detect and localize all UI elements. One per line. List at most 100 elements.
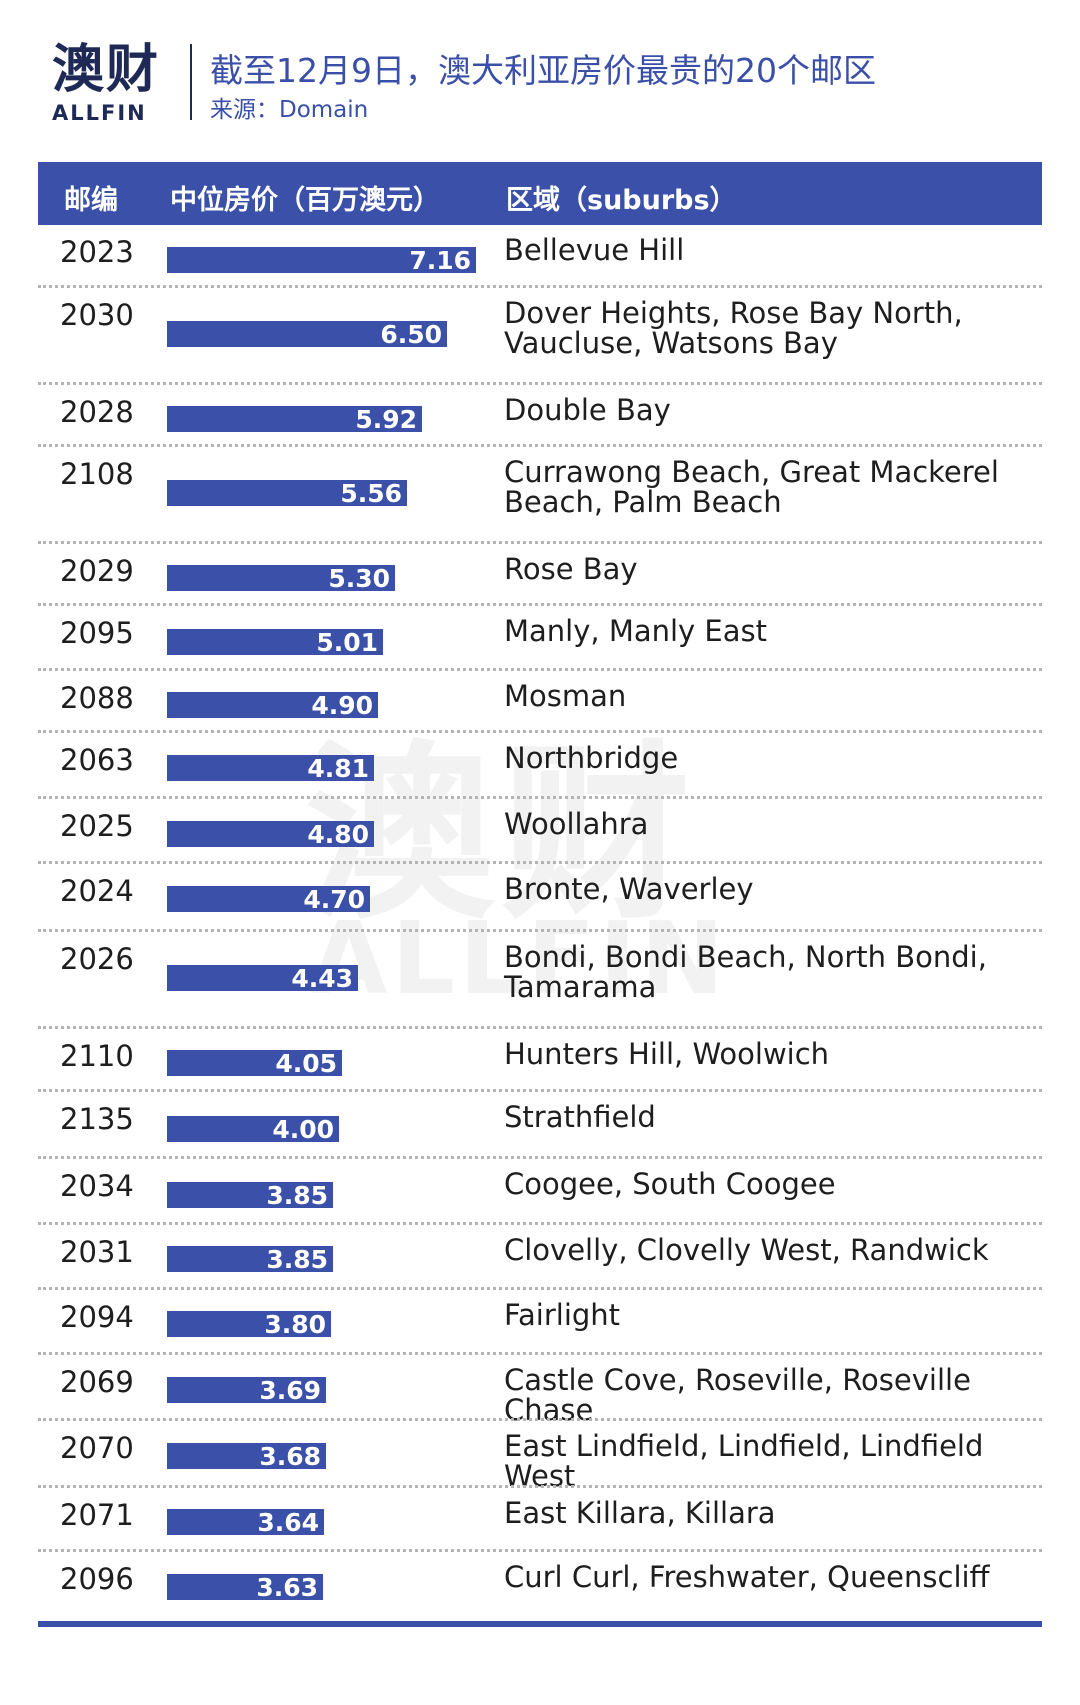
price-value-label: 5.01 [316,628,378,657]
row-separator [38,541,1042,544]
table-row: 2096 3.63 Curl Curl, Freshwater, Queenscli… [38,1552,1042,1619]
price-bar: 4.00 [167,1116,339,1143]
postcode: 2096 [60,1562,134,1596]
source-note: 来源：Domain [210,97,369,123]
postcode: 2031 [60,1235,134,1269]
postcode: 2095 [60,616,134,650]
table-header: 邮编 中位房价（百万澳元） 区域（suburbs） [38,162,1042,225]
row-separator [38,285,1042,288]
price-value-label: 3.68 [259,1442,321,1471]
price-bar: 7.16 [167,246,476,275]
price-value-label: 5.30 [328,564,390,593]
table-row: 2063 4.81 Northbridge [38,733,1042,799]
postcode: 2030 [60,298,134,332]
table-row: 2025 4.80 Woollahra [38,799,1042,864]
suburb-names: Curl Curl, Freshwater, Queenscliff [504,1560,990,1594]
suburb-names: Strathfield [504,1100,656,1134]
price-bar: 3.85 [167,1181,333,1210]
table-row: 2028 5.92 Double Bay [38,385,1042,447]
suburb-names: Mosman [504,679,627,713]
suburb-names: Bronte, Waverley [504,872,754,906]
price-bar: 3.68 [167,1442,326,1471]
table-row: 2024 4.70 Bronte, Waverley [38,864,1042,932]
price-bar: 4.70 [167,886,370,913]
row-separator [38,382,1042,385]
price-value-label: 5.56 [340,479,402,508]
suburb-names: Manly, Manly East [504,614,768,648]
suburb-names: Castle Cove, Roseville, Roseville Chase [504,1363,971,1427]
row-separator [38,444,1042,447]
postcode: 2023 [60,235,134,269]
column-header-median-price: 中位房价（百万澳元） [170,185,440,216]
brand-logo: 澳财 ALLFIN [52,40,170,124]
price-bar: 4.80 [167,820,374,849]
price-bar: 5.01 [167,628,383,657]
price-bar: 5.56 [167,479,407,508]
row-separator [38,1287,1042,1290]
row-separator [38,1549,1042,1552]
postcode: 2026 [60,942,134,976]
suburb-names: Currawong Beach, Great Mackerel Beach, P… [504,455,999,519]
row-separator [38,1089,1042,1092]
price-value-label: 3.80 [264,1310,326,1339]
row-separator [38,861,1042,864]
price-value-label: 4.43 [291,964,353,993]
postcode: 2070 [60,1431,134,1465]
table-row: 2108 5.56 Currawong Beach, Great Mackerel … [38,447,1042,544]
price-bar: 4.90 [167,691,378,720]
postcode: 2110 [60,1039,134,1073]
postcode: 2034 [60,1169,134,1203]
price-value-label: 3.64 [257,1508,319,1537]
column-header-suburbs: 区域（suburbs） [506,185,737,216]
table-row: 2088 4.90 Mosman [38,671,1042,733]
row-separator [38,1352,1042,1355]
postcode: 2108 [60,457,134,491]
row-separator [38,1418,1042,1421]
column-header-postcode: 邮编 [64,185,118,216]
table-row: 2095 5.01 Manly, Manly East [38,606,1042,671]
price-value-label: 5.92 [355,405,417,434]
postcode: 2071 [60,1498,134,1532]
suburb-names: Bellevue Hill [504,233,685,267]
suburb-names: East Killara, Killara [504,1496,776,1530]
price-bar: 6.50 [167,320,447,349]
suburb-names: Rose Bay [504,552,638,586]
price-value-label: 6.50 [380,320,442,349]
row-separator [38,668,1042,671]
price-bar: 3.69 [167,1376,326,1405]
postcode: 2024 [60,874,134,908]
price-value-label: 3.85 [266,1245,328,1274]
price-value-label: 4.81 [307,754,369,783]
postcode: 2135 [60,1102,134,1136]
price-value-label: 4.90 [311,691,373,720]
row-separator [38,1485,1042,1488]
price-bar: 3.64 [167,1508,324,1537]
price-bar: 5.30 [167,564,395,593]
table-row: 2026 4.43 Bondi, Bondi Beach, North Bondi,… [38,932,1042,1029]
price-value-label: 7.16 [409,246,471,275]
postcode: 2025 [60,809,134,843]
row-separator [38,796,1042,799]
price-value-label: 4.80 [307,820,369,849]
table-row: 2030 6.50 Dover Heights, Rose Bay North, V… [38,288,1042,385]
suburb-names: Northbridge [504,741,679,775]
table-row: 2110 4.05 Hunters Hill, Woolwich [38,1029,1042,1092]
price-bar: 4.43 [167,964,358,993]
row-separator [38,1026,1042,1029]
table-row: 2029 5.30 Rose Bay [38,544,1042,606]
watermark-en: ALLFIN [310,900,729,1017]
postcode: 2029 [60,554,134,588]
price-bar: 4.05 [167,1050,342,1077]
suburb-names: Woollahra [504,807,649,841]
postcode: 2069 [60,1365,134,1399]
postcode: 2094 [60,1300,134,1334]
header-divider [190,44,192,120]
price-bar: 3.63 [167,1574,323,1601]
suburb-names: East Lindfield, Lindfield, Lindfield Wes… [504,1429,984,1493]
price-bar: 4.81 [167,754,374,783]
price-bar: 5.92 [167,405,422,434]
table-bottom-rule [38,1621,1042,1627]
price-value-label: 3.85 [266,1181,328,1210]
price-value-label: 3.69 [259,1376,321,1405]
price-bar: 3.85 [167,1245,333,1274]
